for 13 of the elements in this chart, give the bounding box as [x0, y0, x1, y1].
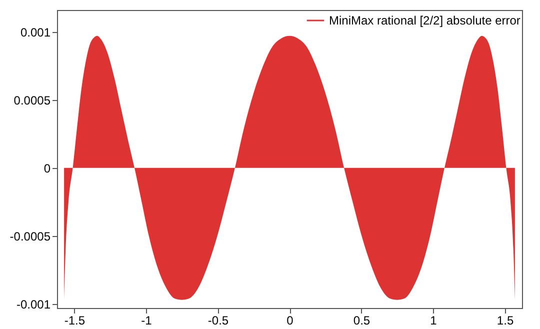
y-tick-label: 0.0005 [14, 93, 51, 108]
x-tick-label: 0.5 [353, 314, 370, 328]
x-tick-label: 0 [286, 314, 294, 328]
y-tick-label: 0.001 [20, 25, 51, 40]
x-tick-label: 1.5 [496, 314, 514, 328]
legend-label: MiniMax rational [2/2] absolute error [329, 14, 520, 28]
x-tick-label: 1 [430, 314, 438, 328]
x-tick-label: -1.5 [64, 314, 86, 328]
x-tick-label: -0.5 [208, 314, 229, 328]
y-tick-label: 0 [44, 161, 51, 176]
y-tick-label: -0.0005 [10, 229, 51, 244]
y-tick-label: -0.001 [16, 297, 51, 312]
x-tick-label: -1 [141, 314, 152, 328]
